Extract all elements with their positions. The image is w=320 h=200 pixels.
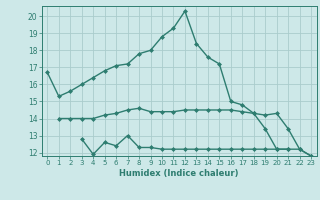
X-axis label: Humidex (Indice chaleur): Humidex (Indice chaleur) bbox=[119, 169, 239, 178]
